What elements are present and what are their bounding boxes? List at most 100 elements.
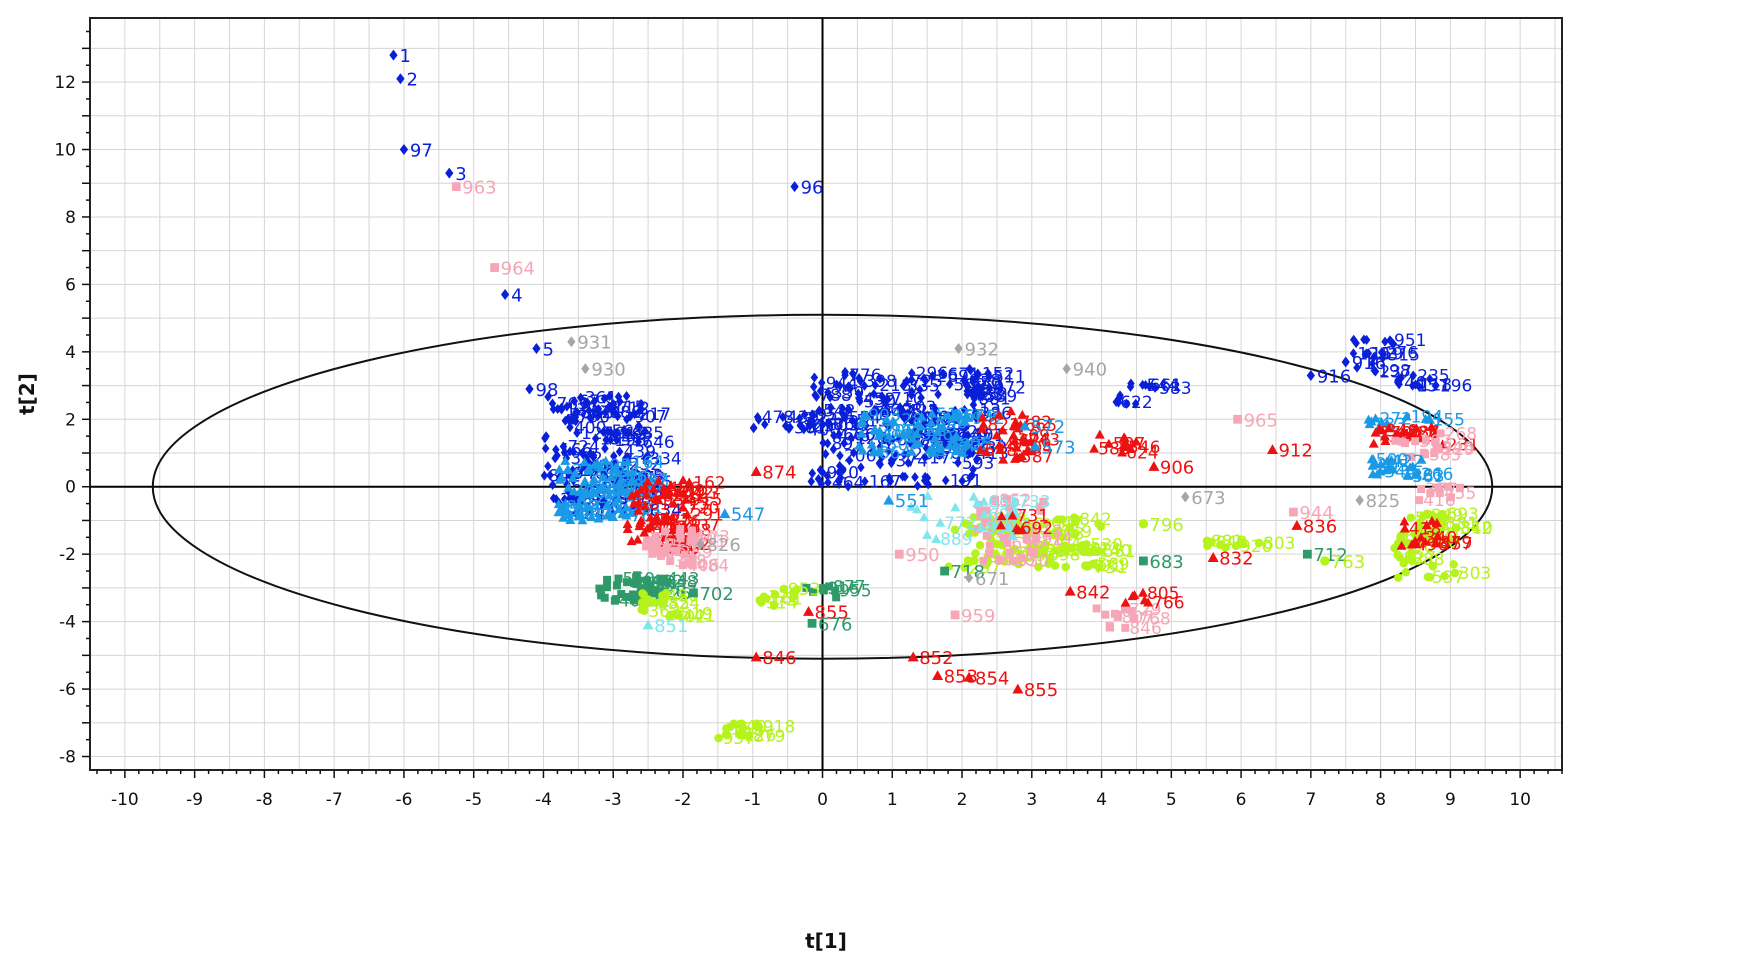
cluster-point <box>621 510 632 520</box>
cluster-point <box>648 549 657 558</box>
cluster-point <box>612 581 621 590</box>
cluster-point <box>926 417 937 427</box>
point-marker <box>750 466 762 476</box>
point-marker <box>689 588 698 598</box>
x-tick-label: 4 <box>1096 790 1107 810</box>
cluster-point-label: 196 <box>1440 376 1472 396</box>
point-marker <box>567 336 576 348</box>
cluster-point <box>1381 336 1389 347</box>
x-tick-label: -7 <box>326 790 343 810</box>
cluster-point <box>635 405 644 416</box>
cluster-point-label: 846 <box>1129 619 1161 639</box>
cluster-point-label: 907 <box>634 408 666 428</box>
cluster-point <box>576 464 585 475</box>
cluster-point <box>1116 390 1124 401</box>
cluster-point <box>1370 459 1381 469</box>
cluster-point-label: 228 <box>891 411 923 431</box>
cluster-point-label: 642 <box>682 483 714 503</box>
cluster-point <box>809 587 818 596</box>
x-tick-label: -9 <box>186 790 203 810</box>
cluster-point <box>573 511 584 521</box>
cluster-point <box>1444 535 1453 545</box>
cluster-point <box>896 402 904 413</box>
point-label: 853 <box>944 667 978 688</box>
cluster-point <box>622 391 631 402</box>
cluster-point-label: 269 <box>936 367 968 387</box>
cluster-point-label: 272 <box>1380 409 1412 429</box>
cluster-point <box>1415 532 1426 542</box>
point-marker <box>719 508 731 519</box>
cluster-point <box>1362 334 1371 345</box>
cluster-point <box>602 499 613 509</box>
cluster-point-label: 803 <box>1263 534 1295 554</box>
cluster-point-label: 232 <box>629 455 661 475</box>
cluster-point <box>1077 541 1087 550</box>
cluster-point <box>659 516 670 526</box>
cluster-point <box>1421 436 1430 445</box>
cluster-point <box>953 446 964 456</box>
cluster-point <box>1431 380 1440 391</box>
cluster-point-label: 400 <box>574 418 606 438</box>
cluster-point <box>617 590 626 599</box>
point-label: 832 <box>1219 549 1253 570</box>
cluster-point <box>883 430 894 440</box>
cluster-point-label: 235 <box>1417 366 1449 386</box>
cluster-point-label: 441 <box>683 606 715 626</box>
cluster-point-label: 608 <box>890 401 922 421</box>
cluster-point-label: 868 <box>581 403 613 423</box>
cluster-point <box>910 439 921 449</box>
cluster-point <box>1416 454 1427 464</box>
cluster-point <box>622 523 633 533</box>
cluster-point <box>593 513 604 523</box>
cluster-point <box>606 435 615 446</box>
cluster-point <box>1126 381 1135 392</box>
cluster-point <box>846 383 855 394</box>
x-tick-label: -5 <box>465 790 482 810</box>
cluster-point <box>622 456 633 466</box>
cluster-point-label: 622 <box>1120 393 1152 413</box>
cluster-point <box>639 501 650 511</box>
cluster-point <box>999 533 1008 542</box>
cluster-point <box>602 583 611 592</box>
cluster-point <box>637 398 645 409</box>
cluster-point <box>1386 454 1397 464</box>
point-label: 702 <box>699 584 733 605</box>
cluster-point <box>680 550 689 559</box>
cluster-point <box>1094 563 1104 572</box>
cluster-point <box>722 724 731 733</box>
point-label: 826 <box>706 535 740 556</box>
cluster-point-label: 334 <box>649 450 681 470</box>
point-label: 855 <box>815 603 849 624</box>
y-tick-label: 6 <box>65 275 76 295</box>
cluster-point <box>1370 427 1381 437</box>
cluster-point <box>769 601 779 610</box>
cluster-point <box>916 384 924 395</box>
cluster-point <box>559 441 568 452</box>
cluster-point <box>620 426 629 437</box>
point-label: 855 <box>1024 680 1058 701</box>
cluster-point <box>1366 454 1377 464</box>
cluster-point <box>678 487 689 497</box>
cluster-point <box>623 578 632 587</box>
cluster-point <box>1349 334 1358 345</box>
cluster-point <box>581 398 589 409</box>
cluster-point <box>542 431 550 442</box>
cluster-point <box>770 590 780 599</box>
cluster-point-label: 315 <box>1387 345 1419 365</box>
cluster-point <box>653 495 664 505</box>
cluster-point <box>1122 398 1131 409</box>
cluster-point <box>812 391 821 402</box>
point-marker <box>399 144 409 156</box>
cluster-point-label: 374 <box>895 451 927 471</box>
cluster-point <box>911 472 919 483</box>
cluster-point-label: 661 <box>1150 376 1182 396</box>
cluster-point <box>966 365 975 376</box>
cluster-point <box>920 373 928 384</box>
cluster-point <box>661 548 670 557</box>
cluster-point <box>857 445 868 455</box>
point-label: 2 <box>406 70 417 91</box>
cluster-point <box>633 592 642 601</box>
cluster-point <box>860 380 869 391</box>
cluster-point <box>823 438 832 449</box>
